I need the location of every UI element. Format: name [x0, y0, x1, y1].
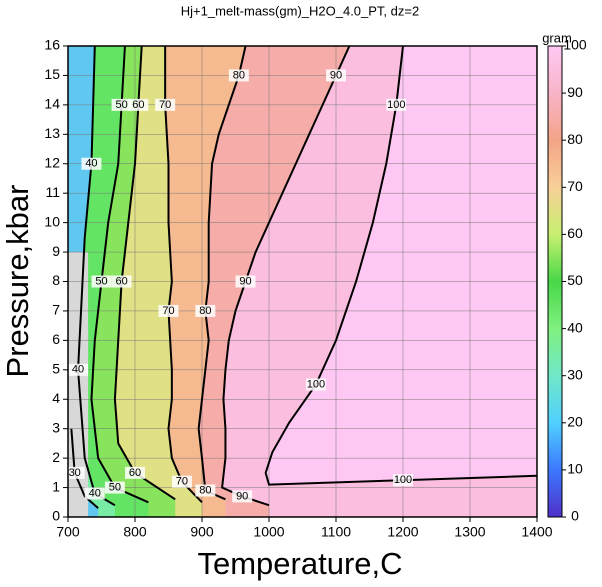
- contour-label-bg: [326, 69, 346, 82]
- contour-label: 70: [159, 99, 171, 111]
- colorbar-tick-label: 60: [567, 225, 583, 241]
- contour-label-bg: [232, 490, 253, 503]
- contour-label: 80: [199, 305, 211, 317]
- y-tick-label: 1: [52, 478, 60, 494]
- colorbar-label: gram: [542, 30, 572, 45]
- y-tick-label: 7: [52, 302, 60, 318]
- x-axis-label: Temperature,C: [197, 546, 402, 581]
- colorbar-tick-label: 80: [567, 131, 583, 147]
- y-tick-label: 13: [44, 125, 60, 141]
- y-tick-label: 14: [44, 96, 60, 112]
- contour-label: 80: [233, 69, 245, 81]
- contour-label: 50: [115, 99, 127, 111]
- x-tick-label: 1000: [253, 524, 284, 540]
- x-tick-label: 800: [123, 524, 147, 540]
- colorbar-tick-label: 30: [567, 366, 583, 382]
- contour-label: 100: [307, 378, 325, 390]
- contour-label-bg: [305, 378, 326, 391]
- contour-label-bg: [228, 69, 249, 82]
- contour-label: 100: [387, 99, 405, 111]
- contour-label-bg: [393, 474, 413, 487]
- contour-label: 90: [239, 275, 251, 287]
- contour-label: 60: [115, 275, 127, 287]
- plot-area: 30 40 40 40 50 50 50 60 60 60 70 70 70 80 80 80 90 90 90 10…: [68, 46, 537, 517]
- contour-label-bg: [111, 275, 132, 288]
- contour-label-bg: [128, 98, 149, 111]
- contour-label: 40: [85, 158, 97, 170]
- x-tick-label: 1400: [521, 524, 552, 540]
- y-axis-label: Pressure,kbar: [0, 185, 35, 378]
- contour-label-bg: [195, 304, 216, 317]
- contour-label-bg: [158, 304, 179, 317]
- colorbar-tick-label: 70: [567, 178, 583, 194]
- colorbar-tick-label: 0: [571, 508, 579, 524]
- colorbar-tick-label: 20: [567, 414, 583, 430]
- y-tick-label: 11: [45, 184, 60, 200]
- colorbar-tick-label: 50: [567, 272, 583, 288]
- contour-label-bg: [111, 98, 132, 111]
- contour-label: 100: [394, 474, 412, 486]
- y-tick-label: 15: [44, 66, 60, 82]
- colorbar-tick-label: 10: [567, 461, 583, 477]
- contour-label-bg: [386, 98, 407, 111]
- x-tick-label: 1300: [454, 524, 485, 540]
- y-tick-label: 8: [52, 272, 60, 288]
- y-tick-label: 0: [52, 508, 60, 524]
- colorbar-tick-label: 40: [567, 319, 583, 335]
- y-tick-label: 16: [44, 37, 60, 53]
- chart-title: Hj+1_melt-mass(gm)_H2O_4.0_PT, dz=2: [181, 3, 419, 18]
- contour-label-bg: [68, 466, 85, 479]
- contour-label-bg: [235, 275, 256, 288]
- contour-line: [90, 46, 149, 504]
- contour-label: 60: [129, 467, 141, 479]
- x-tick-label: 700: [56, 524, 80, 540]
- y-tick-label: 10: [44, 213, 60, 229]
- contour-label: 80: [199, 484, 211, 496]
- contour-label: 50: [109, 481, 121, 493]
- contour-label-bg: [195, 484, 216, 497]
- x-tick-label: 1100: [321, 524, 351, 540]
- x-tick-label: 900: [190, 524, 214, 540]
- colorbar-tick-label: 90: [567, 84, 583, 100]
- contour-line: [164, 46, 203, 503]
- contour-label-bg: [68, 363, 89, 376]
- contour-label-bg: [155, 98, 176, 111]
- contour-label: 70: [176, 476, 188, 488]
- x-tick-label: 1200: [387, 524, 418, 540]
- y-tick-label: 9: [52, 243, 60, 259]
- y-tick-label: 12: [44, 154, 60, 170]
- contour-label: 60: [132, 99, 144, 111]
- contour-label: 50: [95, 275, 107, 287]
- contour-label-bg: [81, 157, 102, 170]
- contour-label: 70: [162, 305, 174, 317]
- colorbar: [547, 45, 563, 518]
- y-tick-label: 2: [52, 449, 60, 465]
- contour-line: [221, 46, 351, 507]
- contour-label-bg: [91, 275, 112, 288]
- contour-label: 30: [69, 467, 81, 479]
- contour-label-bg: [171, 475, 192, 488]
- y-tick-label: 6: [52, 331, 60, 347]
- contour-label: 40: [72, 364, 84, 376]
- contour-label: 90: [236, 490, 248, 502]
- contour-line: [113, 46, 176, 501]
- contour-line: [70, 428, 99, 509]
- contour-label: 90: [330, 69, 342, 81]
- y-tick-label: 3: [52, 419, 60, 435]
- colorbar-tick-label: 100: [563, 37, 587, 53]
- y-tick-label: 5: [52, 361, 60, 377]
- y-tick-label: 4: [52, 390, 60, 406]
- contour-label-bg: [84, 487, 105, 500]
- contour-label-bg: [125, 466, 145, 479]
- contour-label: 40: [89, 487, 101, 499]
- overlay: 700 800 900 1000 1100 1200 1300 140001234567891…: [44, 37, 586, 540]
- contour-label-bg: [104, 481, 125, 494]
